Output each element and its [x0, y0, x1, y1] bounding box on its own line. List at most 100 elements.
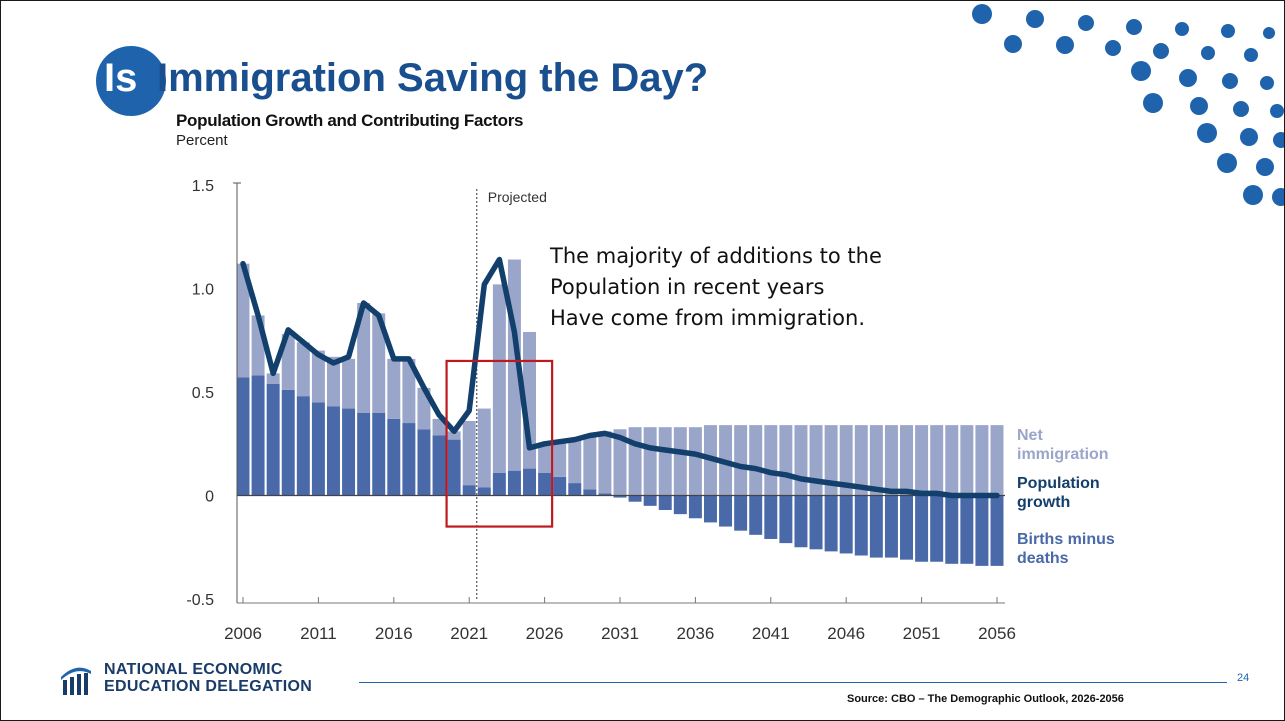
bar-net-immigration: [613, 429, 627, 496]
bar-net-immigration: [688, 427, 702, 496]
decor-dot: [1143, 93, 1163, 113]
decor-dot: [1272, 188, 1284, 206]
bar-net-immigration: [387, 358, 401, 419]
bar-births-minus-deaths: [824, 495, 838, 552]
bar-net-immigration: [296, 342, 310, 397]
bar-net-immigration: [492, 284, 506, 473]
bar-net-immigration: [734, 425, 748, 496]
population-growth-line: [240, 256, 1000, 499]
legend-population-growth-line-2: growth: [1017, 494, 1071, 511]
bar-births-minus-deaths: [523, 468, 537, 496]
bar-net-immigration: [749, 425, 763, 496]
bar-births-minus-deaths: [749, 495, 763, 535]
bar-births-minus-deaths: [296, 396, 310, 496]
bar-net-immigration: [869, 425, 883, 496]
bar-births-minus-deaths: [884, 495, 898, 558]
bar-births-minus-deaths: [432, 435, 446, 496]
y-tick-label: -0.5: [186, 592, 214, 609]
bar-net-immigration: [432, 418, 446, 436]
x-tick-label: 2016: [375, 624, 413, 643]
legend-births-minus-deaths-line-2: deaths: [1017, 550, 1069, 567]
bar-births-minus-deaths: [900, 495, 914, 560]
bar-births-minus-deaths: [477, 487, 491, 496]
bar-net-immigration: [598, 431, 612, 494]
bar-births-minus-deaths: [568, 483, 582, 496]
decor-dot: [1026, 10, 1044, 28]
bar-net-immigration: [583, 435, 597, 490]
bar-births-minus-deaths: [839, 495, 853, 554]
bar-births-minus-deaths: [402, 423, 416, 496]
bar-births-minus-deaths: [251, 375, 265, 496]
bar-births-minus-deaths: [643, 495, 657, 506]
bar-net-immigration: [839, 425, 853, 496]
decor-dot: [1153, 43, 1169, 59]
decor-dot: [1056, 36, 1074, 54]
bar-births-minus-deaths: [326, 406, 340, 496]
annotation-line-1: The majority of additions to the: [550, 244, 882, 268]
bar-net-immigration: [628, 427, 642, 496]
bar-births-minus-deaths: [764, 495, 778, 539]
decor-dot: [1221, 24, 1235, 38]
y-tick-label: 1.0: [192, 282, 214, 299]
bar-births-minus-deaths: [779, 495, 793, 544]
bar-net-immigration: [538, 445, 552, 473]
decor-dot: [1233, 101, 1249, 117]
bar-net-immigration: [236, 263, 250, 378]
bar-net-immigration: [673, 427, 687, 496]
decor-dot: [1197, 123, 1217, 143]
bar-net-immigration: [884, 425, 898, 496]
annotation-line-3: Have come from immigration.: [550, 306, 865, 330]
x-tick-label: 2006: [224, 624, 262, 643]
decor-dot: [1217, 153, 1237, 173]
bar-births-minus-deaths: [673, 495, 687, 515]
bar-net-immigration: [779, 425, 793, 496]
bar-births-minus-deaths: [583, 489, 597, 496]
bar-net-immigration: [281, 334, 295, 390]
legend-births-minus-deaths: Births minus deaths: [1017, 530, 1115, 568]
bar-births-minus-deaths: [809, 495, 823, 550]
bar-net-immigration: [794, 425, 808, 496]
organization-name-line-2: EDUCATION DELEGATION: [104, 678, 313, 695]
decor-dot: [972, 4, 992, 24]
bar-births-minus-deaths: [975, 495, 989, 566]
x-tick-label: 2051: [903, 624, 941, 643]
legend-net-immigration: Net immigration: [1017, 426, 1109, 464]
organization-name: NATIONAL ECONOMIC EDUCATION DELEGATION: [104, 661, 312, 695]
decor-dot: [1244, 48, 1258, 62]
bar-births-minus-deaths: [598, 493, 612, 496]
bar-births-minus-deaths: [960, 495, 974, 564]
bar-births-minus-deaths: [854, 495, 868, 556]
bar-births-minus-deaths: [553, 476, 567, 496]
x-tick-label: 2046: [827, 624, 865, 643]
bar-births-minus-deaths: [538, 472, 552, 496]
x-tick-label: 2031: [601, 624, 639, 643]
decor-dot: [1222, 73, 1238, 89]
x-tick-label: 2036: [676, 624, 714, 643]
bar-net-immigration: [402, 358, 416, 424]
bar-births-minus-deaths: [613, 495, 627, 498]
bar-net-immigration: [990, 425, 1004, 496]
bar-births-minus-deaths: [628, 495, 642, 502]
highlight-box: [445, 359, 554, 528]
bar-births-minus-deaths: [507, 470, 521, 496]
bar-net-immigration: [975, 425, 989, 496]
y-tick-label: 1.5: [192, 178, 214, 195]
decor-dot: [1201, 46, 1215, 60]
bar-births-minus-deaths: [658, 495, 672, 510]
bar-net-immigration: [462, 420, 476, 486]
chart-title: Population Growth and Contributing Facto…: [176, 111, 524, 130]
bar-net-immigration: [824, 425, 838, 496]
decor-dot: [1105, 40, 1121, 56]
bar-births-minus-deaths: [236, 377, 250, 496]
title-prefix: Is: [104, 56, 138, 100]
legend-births-minus-deaths-line-1: Births minus: [1017, 531, 1115, 548]
bar-net-immigration: [372, 313, 386, 413]
decor-dot: [1175, 22, 1189, 36]
legend-net-immigration-line-1: Net: [1017, 427, 1043, 444]
bar-births-minus-deaths: [492, 472, 506, 496]
bar-births-minus-deaths: [462, 485, 476, 496]
bar-births-minus-deaths: [990, 495, 1004, 566]
title-circle-accent: [96, 46, 166, 116]
